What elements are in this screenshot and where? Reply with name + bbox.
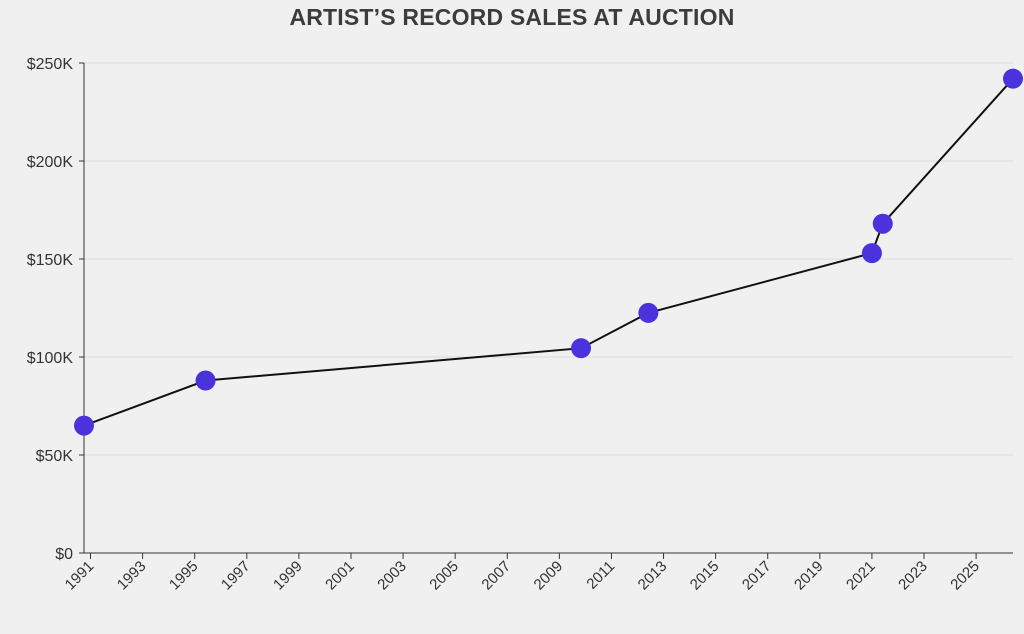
x-tick-label: 2001 (322, 558, 358, 594)
data-point (571, 338, 592, 359)
y-tick-label: $50K (36, 448, 74, 465)
x-tick-label: 1993 (114, 558, 150, 594)
x-tick-label: 2015 (687, 558, 723, 594)
x-tick-label: 2023 (895, 558, 931, 594)
x-tick-label: 2011 (583, 558, 618, 593)
y-tick-label: $200K (27, 154, 74, 171)
data-point (861, 243, 882, 264)
x-tick-label: 2007 (478, 558, 514, 594)
y-tick-label: $100K (27, 350, 74, 367)
x-tick-label: 1995 (166, 558, 202, 594)
data-point (872, 213, 893, 234)
data-point (638, 302, 659, 323)
y-tick-label: $150K (27, 252, 74, 269)
y-tick-label: $0 (55, 546, 73, 563)
y-tick-label: $250K (27, 56, 74, 73)
data-point (74, 415, 94, 436)
chart-title: ARTIST’S RECORD SALES AT AUCTION (289, 4, 735, 30)
x-tick-label: 2021 (843, 558, 879, 594)
x-tick-label: 2025 (947, 558, 983, 594)
x-tick-label: 1999 (270, 558, 306, 594)
x-tick-label: 2017 (739, 558, 775, 594)
x-tick-label: 2009 (531, 558, 567, 594)
x-tick-label: 2013 (635, 558, 671, 594)
x-tick-label: 2019 (791, 558, 827, 594)
x-tick-label: 2005 (426, 558, 462, 594)
data-point (1003, 68, 1023, 89)
x-tick-label: 1997 (218, 558, 254, 594)
data-point (195, 370, 216, 391)
x-tick-label: 1991 (62, 558, 98, 594)
x-tick-label: 2003 (374, 558, 410, 594)
